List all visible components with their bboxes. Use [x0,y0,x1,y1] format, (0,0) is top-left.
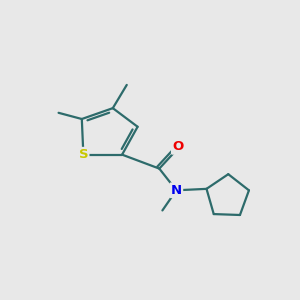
Text: O: O [172,140,184,153]
Text: S: S [79,148,88,161]
Text: N: N [171,184,182,197]
